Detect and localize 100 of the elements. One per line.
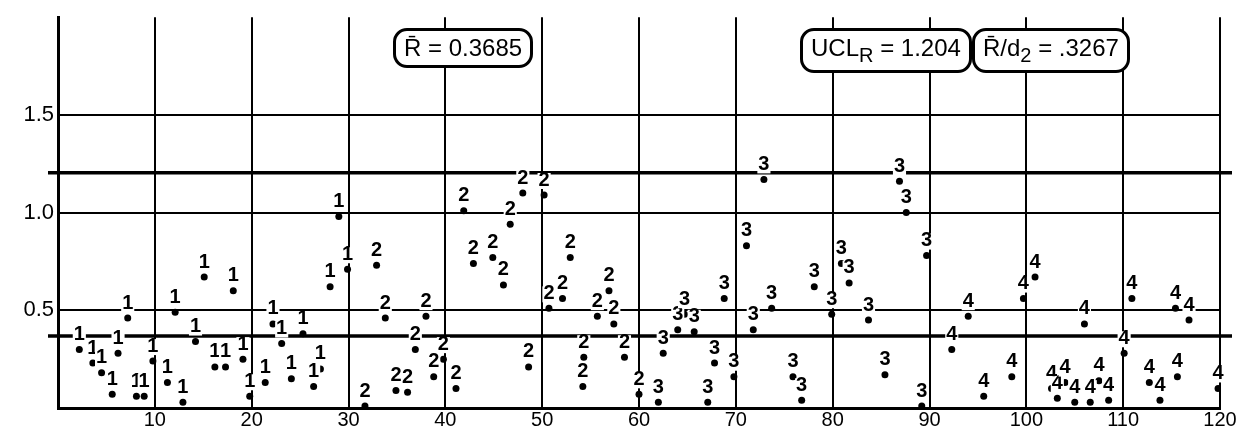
point — [261, 379, 269, 387]
text: 1 — [333, 189, 345, 212]
point — [948, 345, 956, 353]
point — [1214, 384, 1220, 392]
series-label: 1 — [276, 316, 288, 339]
point — [742, 242, 750, 250]
text: 2 — [409, 321, 421, 344]
text: 4 — [1017, 271, 1029, 294]
point — [1080, 320, 1088, 328]
point — [1031, 273, 1039, 281]
point — [381, 314, 389, 322]
text: 2 — [467, 235, 479, 258]
text: 1 — [341, 241, 354, 264]
text: 2 — [608, 296, 620, 319]
point — [124, 314, 132, 322]
x-tick-label: 30 — [337, 407, 360, 430]
point — [469, 259, 477, 267]
point — [310, 383, 318, 391]
text: 1 — [112, 325, 124, 348]
text: 3 — [787, 349, 799, 372]
text: 3 — [758, 151, 770, 174]
point — [108, 390, 116, 398]
point — [1156, 396, 1164, 404]
text: 4 — [1078, 296, 1090, 319]
text: 3 — [826, 286, 838, 309]
text: 2 — [390, 362, 402, 385]
point — [430, 373, 438, 381]
point — [674, 326, 682, 334]
point — [326, 283, 334, 291]
text: 4 — [1143, 355, 1155, 378]
point — [114, 349, 122, 357]
text: 3 — [728, 349, 740, 372]
point — [605, 287, 613, 295]
point — [404, 388, 412, 396]
text: 3 — [879, 347, 891, 370]
point — [163, 379, 171, 387]
point — [964, 312, 972, 320]
point — [610, 320, 618, 328]
x-tick-label: 110 — [1107, 407, 1140, 430]
text: 3 — [796, 372, 808, 395]
point — [140, 392, 148, 400]
text: 3 — [740, 218, 753, 241]
point — [749, 326, 757, 334]
point — [1008, 373, 1016, 381]
text: 1 — [227, 263, 239, 286]
text: 4 — [1126, 271, 1138, 294]
point — [411, 345, 419, 353]
point — [1185, 316, 1193, 324]
point — [730, 373, 738, 381]
text: 2 — [487, 230, 499, 253]
text: 1 — [73, 321, 85, 344]
point — [828, 310, 836, 318]
point — [540, 191, 548, 199]
point — [881, 371, 889, 379]
point — [171, 308, 179, 316]
point — [149, 357, 157, 365]
text: 1 — [122, 290, 134, 313]
point — [1053, 394, 1061, 402]
text: 1 — [209, 339, 221, 362]
text: 4 — [946, 321, 958, 344]
text: 4 — [1069, 374, 1081, 397]
point — [810, 283, 818, 291]
point — [1120, 349, 1128, 357]
text: 4 — [1183, 292, 1195, 315]
point — [179, 398, 187, 406]
x-tick-label: 100 — [1009, 407, 1044, 430]
text: 1 — [285, 351, 297, 374]
point — [452, 384, 460, 392]
point — [439, 355, 447, 363]
y-tick-label: 0.5 — [23, 296, 54, 322]
text: 3 — [862, 292, 875, 315]
text: 3 — [688, 304, 700, 327]
point — [704, 398, 712, 406]
text: 2 — [556, 271, 569, 294]
text: 1 — [244, 368, 256, 391]
text: 2 — [379, 290, 391, 313]
point — [98, 369, 106, 377]
text: 1 — [177, 374, 189, 397]
text: 1 — [169, 284, 181, 307]
point — [760, 175, 768, 183]
point — [559, 295, 566, 303]
text: 3 — [808, 259, 820, 282]
point — [499, 281, 507, 289]
point — [211, 363, 219, 371]
text: 1 — [189, 314, 202, 337]
point — [635, 390, 643, 398]
y-tick-label: 1.5 — [23, 100, 54, 126]
point — [545, 304, 553, 312]
text: 4 — [1093, 353, 1105, 376]
point — [579, 383, 587, 391]
text: 2 — [618, 329, 631, 352]
text: 2 — [359, 378, 371, 401]
point — [1071, 398, 1079, 406]
annotation: UCL$_{R}$ = 1.204 — [800, 28, 972, 73]
text: 4 — [1171, 349, 1183, 372]
x-tick-label: 10 — [143, 407, 166, 430]
text: 4 — [962, 288, 974, 311]
point — [335, 213, 343, 221]
point — [519, 189, 527, 197]
text: 2 — [591, 288, 603, 311]
